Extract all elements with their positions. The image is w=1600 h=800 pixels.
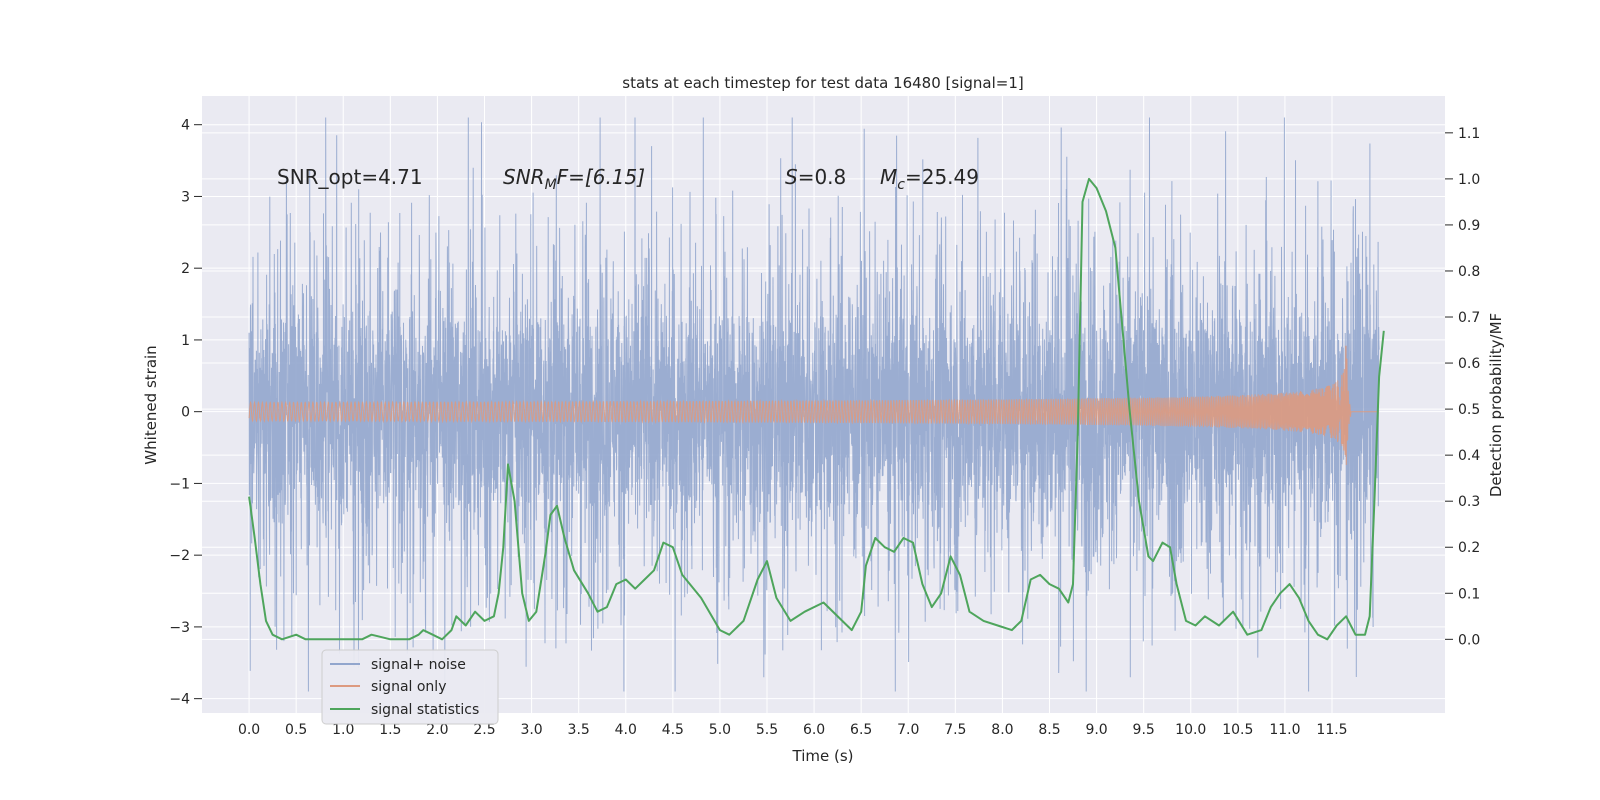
x-tick-label: 9.5 (1133, 722, 1155, 738)
x-tick-label: 6.0 (803, 722, 825, 738)
legend-label-signal-only: signal only (371, 679, 446, 695)
x-tick-label: 8.0 (991, 722, 1013, 738)
y-tick-label: 2 (181, 261, 190, 277)
y2-tick-label: 1.1 (1458, 126, 1480, 142)
x-axis-label: Time (s) (792, 747, 854, 765)
x-tick-label: 4.5 (662, 722, 684, 738)
y-tick-label: −3 (169, 620, 190, 636)
annotation-snr-opt: SNR_opt=4.71 (277, 165, 423, 189)
x-tick-label: 1.0 (332, 722, 354, 738)
x-axis-ticks: 0.0 0.5 1.0 1.5 2.0 2.5 3.0 3.5 4.0 4.5 5.0 5.5 6.0 6… (238, 722, 1348, 738)
y2-tick-label: 0.7 (1458, 310, 1480, 326)
x-tick-label: 2.0 (426, 722, 448, 738)
y2-tick-label: 1.0 (1458, 172, 1480, 188)
x-tick-label: 9.0 (1085, 722, 1107, 738)
legend-frame (321, 649, 499, 725)
x-tick-label: 10.0 (1175, 722, 1206, 738)
x-tick-label: 3.0 (520, 722, 542, 738)
y-tick-label: −1 (169, 476, 190, 492)
statistics-line (248, 177, 1385, 641)
y-axis-label: Whitened strain (142, 345, 160, 464)
x-tick-label: 6.5 (850, 722, 872, 738)
x-tick-label: 11.0 (1269, 722, 1300, 738)
chirp-trace (248, 345, 1380, 465)
y2-tick-label: 0.4 (1458, 448, 1480, 464)
y2-tick-label: 0.2 (1458, 540, 1480, 556)
x-tick-label: 8.5 (1038, 722, 1060, 738)
y-axis-ticks: 4 3 2 1 0 −1 −2 −3 −4 (169, 118, 202, 708)
y2-axis-ticks: 1.1 1.0 0.9 0.8 0.7 0.6 0.5 0.4 0.3 0.2 0.1 0.0 (1445, 126, 1480, 648)
y-tick-label: 3 (181, 189, 190, 205)
x-tick-label: 3.5 (568, 722, 590, 738)
y-tick-label: 1 (181, 333, 190, 349)
annotation-mc: Mc=25.49 (880, 165, 979, 193)
legend-label-signal-statistics: signal statistics (371, 702, 479, 718)
x-tick-label: 5.5 (756, 722, 778, 738)
y-tick-label: −4 (169, 692, 190, 708)
x-tick-label: 4.0 (615, 722, 637, 738)
y-tick-label: −2 (169, 548, 190, 564)
x-tick-label: 10.5 (1222, 722, 1253, 738)
x-tick-label: 0.5 (285, 722, 307, 738)
y2-tick-label: 0.3 (1458, 494, 1480, 510)
annotation-s: S=0.8 (785, 165, 846, 189)
y2-tick-label: 0.9 (1458, 218, 1480, 234)
series-signal-only (248, 345, 1380, 465)
y2-tick-label: 0.5 (1458, 402, 1480, 418)
x-tick-label: 11.5 (1316, 722, 1347, 738)
x-tick-label: 1.5 (379, 722, 401, 738)
x-tick-label: 7.0 (897, 722, 919, 738)
legend-label-signal-noise: signal+ noise (371, 657, 466, 673)
y2-tick-label: 0.8 (1458, 264, 1480, 280)
series-signal-statistics (248, 177, 1385, 641)
x-tick-label: 5.0 (709, 722, 731, 738)
y2-tick-label: 0.6 (1458, 356, 1480, 372)
y2-axis-label: Detection probability/MF (1487, 313, 1505, 497)
y2-tick-label: 0.0 (1458, 632, 1480, 648)
annotation-snr-mf: SNRMF=[6.15] (503, 165, 645, 193)
legend: signal+ noise signal only signal statist… (321, 649, 499, 725)
y-tick-label: 4 (181, 118, 190, 134)
x-tick-label: 2.5 (473, 722, 495, 738)
x-tick-label: 0.0 (238, 722, 260, 738)
chart-title: stats at each timestep for test data 164… (622, 74, 1023, 92)
y-tick-label: 0 (181, 405, 190, 421)
y2-tick-label: 0.1 (1458, 586, 1480, 602)
x-tick-label: 7.5 (944, 722, 966, 738)
